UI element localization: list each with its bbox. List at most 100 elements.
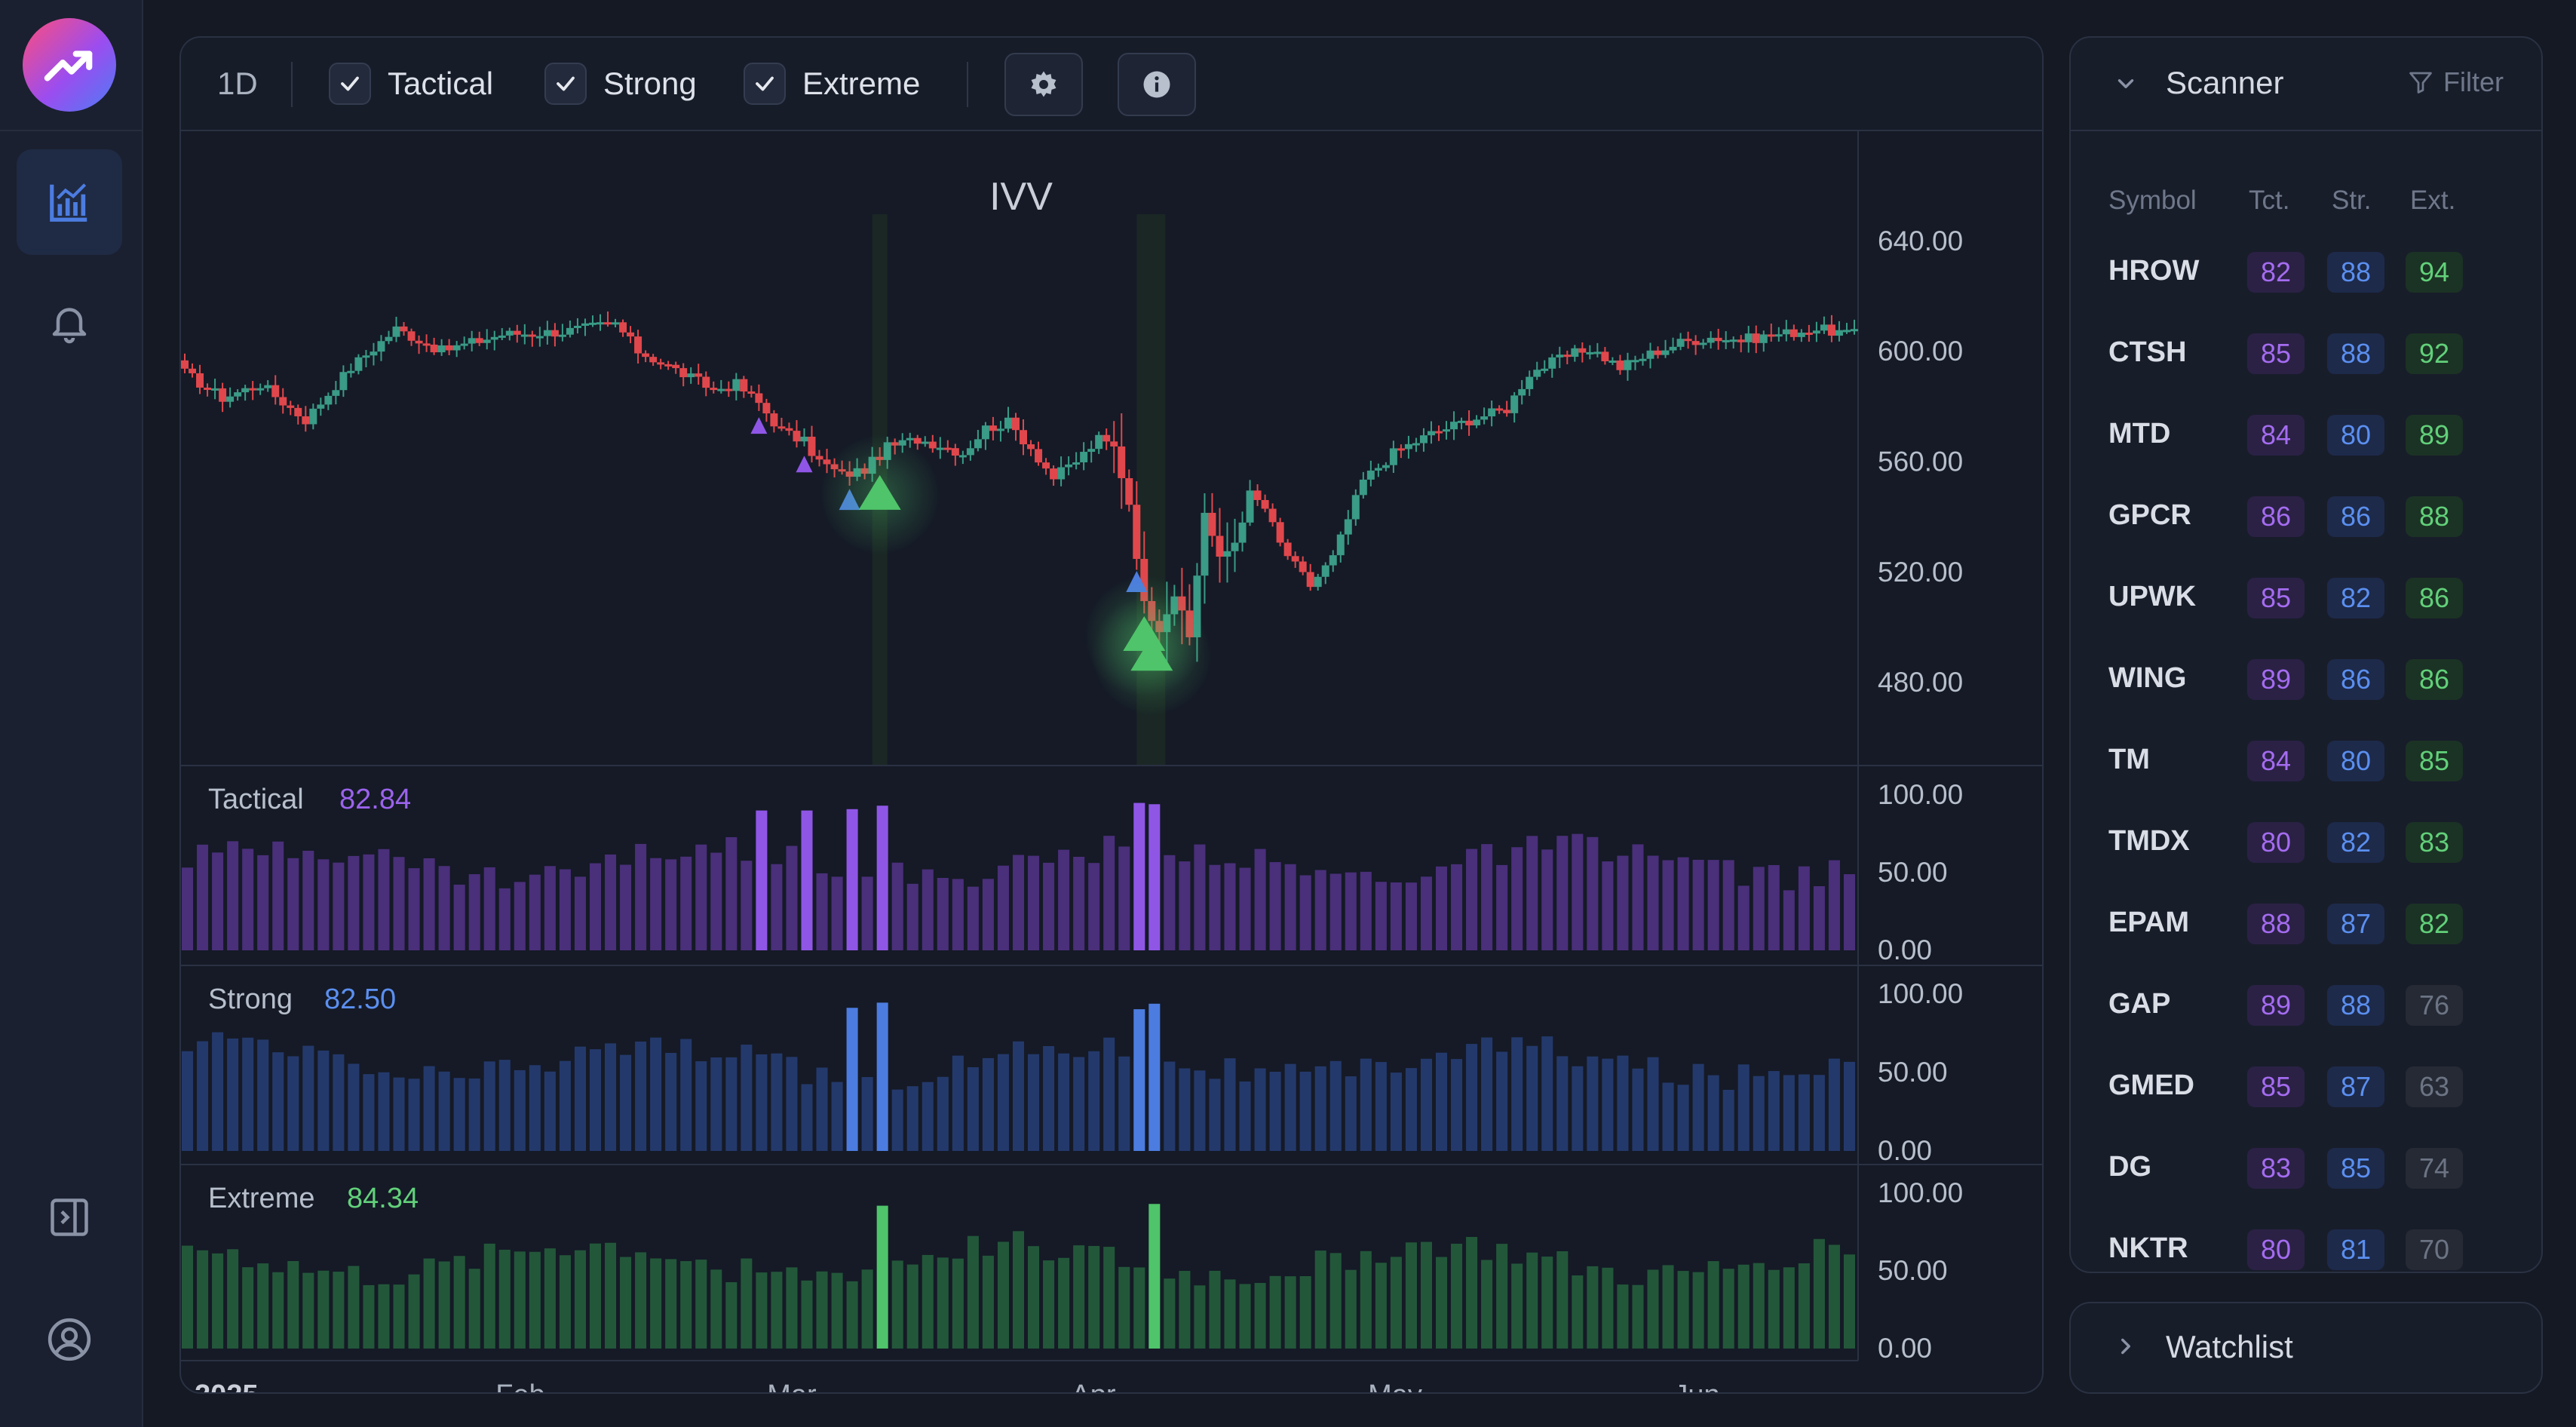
candle xyxy=(287,400,295,416)
indicator-bar xyxy=(1329,873,1342,950)
indicator-bar xyxy=(197,1041,209,1151)
candle xyxy=(1223,522,1231,583)
info-button[interactable] xyxy=(1118,53,1196,116)
scanner-header[interactable]: Scanner Filter xyxy=(2071,38,2541,131)
indicator-bar xyxy=(997,865,1009,950)
indicator-bar xyxy=(1284,1063,1296,1151)
chart-title: IVV xyxy=(989,175,1053,219)
indicator-bar xyxy=(1556,1056,1569,1151)
price-chart[interactable]: IVV 640.00 600.00 560.00 520.00 480.00 100.0… xyxy=(181,131,2042,1392)
watchlist-panel[interactable]: Watchlist xyxy=(2069,1302,2543,1394)
indicator-bar xyxy=(846,1008,858,1151)
filter-button[interactable]: Filter xyxy=(2407,66,2504,98)
indicator-bar xyxy=(1602,1058,1614,1151)
indicator-bar xyxy=(363,1074,375,1151)
indicator-bar xyxy=(665,1052,677,1151)
price-tick-label: 560.00 xyxy=(1878,447,1963,477)
indicator-bar xyxy=(1435,1052,1448,1151)
indicator-bar xyxy=(1753,1076,1765,1151)
checkbox-strong[interactable] xyxy=(544,63,587,105)
indicator-bar xyxy=(574,876,586,950)
scanner-row[interactable]: EPAM 88 87 82 xyxy=(2071,887,2541,968)
tactical-signal-marker[interactable] xyxy=(796,456,813,473)
indicator-bar xyxy=(1269,862,1281,950)
candle xyxy=(1729,336,1737,349)
indicator-bar xyxy=(1798,1074,1810,1151)
candle xyxy=(619,319,627,337)
indicator-bar xyxy=(695,844,707,950)
candle xyxy=(612,318,620,327)
scanner-row[interactable]: HROW 82 88 94 xyxy=(2071,235,2541,317)
candle xyxy=(1382,462,1390,471)
scanner-row[interactable]: UPWK 85 82 86 xyxy=(2071,561,2541,643)
candle xyxy=(710,381,718,394)
indicator-bar xyxy=(182,1051,194,1151)
col-header-tactical[interactable]: Tct. xyxy=(2249,186,2290,215)
price-tick-label: 600.00 xyxy=(1878,336,1963,367)
toggle-extreme[interactable]: Extreme xyxy=(744,38,920,130)
indicator-bar xyxy=(906,883,918,950)
nav-alerts-button[interactable] xyxy=(17,270,122,376)
nav-charts-button[interactable] xyxy=(17,149,122,255)
candle xyxy=(1238,511,1247,552)
checkbox-extreme[interactable] xyxy=(744,63,786,105)
scanner-row[interactable]: CTSH 85 88 92 xyxy=(2071,317,2541,398)
indicator-bar xyxy=(1526,1252,1538,1349)
scanner-row[interactable]: GMED 85 87 63 xyxy=(2071,1050,2541,1131)
tactical-score-badge: 80 xyxy=(2247,822,2305,863)
toggle-panel-button[interactable] xyxy=(17,1165,122,1270)
extreme-signal-marker[interactable] xyxy=(1130,636,1173,671)
indicator-tick-label: 0.00 xyxy=(1878,934,1932,965)
candle xyxy=(249,381,257,400)
scanner-row[interactable]: TM 84 80 85 xyxy=(2071,724,2541,806)
candle xyxy=(1253,484,1262,506)
scanner-row[interactable]: WING 89 86 86 xyxy=(2071,643,2541,724)
settings-button[interactable] xyxy=(1004,53,1083,116)
indicator-bar xyxy=(1194,1285,1206,1349)
indicator-bar xyxy=(589,1243,602,1349)
candle xyxy=(1669,337,1677,354)
tactical-score-badge: 85 xyxy=(2247,578,2305,618)
indicator-bar xyxy=(1345,1269,1357,1349)
strong-score-badge: 81 xyxy=(2327,1229,2384,1270)
timeframe-selector[interactable]: 1D xyxy=(217,38,258,130)
candle xyxy=(1548,354,1556,378)
tactical-signal-marker[interactable] xyxy=(750,417,768,434)
extreme-signal-marker[interactable] xyxy=(858,474,901,510)
indicator-bar xyxy=(363,854,375,950)
col-header-strong[interactable]: Str. xyxy=(2332,186,2372,215)
price-tick-label: 640.00 xyxy=(1878,226,1963,256)
candle xyxy=(770,410,778,433)
scanner-row[interactable]: MTD 84 80 89 xyxy=(2071,398,2541,480)
col-header-symbol[interactable]: Symbol xyxy=(2108,186,2197,215)
indicator-bar xyxy=(498,888,511,950)
chevron-right-icon[interactable] xyxy=(2113,1333,2139,1359)
candle xyxy=(1458,417,1466,430)
app-logo[interactable] xyxy=(23,18,116,112)
scanner-row[interactable]: TMDX 80 82 83 xyxy=(2071,806,2541,887)
candle xyxy=(422,334,431,352)
col-header-extreme[interactable]: Ext. xyxy=(2410,186,2456,215)
candle xyxy=(309,404,317,430)
candle xyxy=(649,354,658,367)
candle xyxy=(604,311,612,327)
scanner-row[interactable]: GPCR 86 86 88 xyxy=(2071,480,2541,561)
account-button[interactable] xyxy=(17,1287,122,1392)
indicator-bar xyxy=(1692,1272,1704,1349)
checkbox-tactical[interactable] xyxy=(329,63,371,105)
toggle-strong[interactable]: Strong xyxy=(544,38,697,130)
indicator-bar xyxy=(272,1052,284,1151)
chevron-down-icon[interactable] xyxy=(2113,71,2139,97)
candle xyxy=(1374,463,1382,477)
candle xyxy=(1102,428,1111,450)
scanner-row[interactable]: GAP 89 88 76 xyxy=(2071,968,2541,1050)
candle xyxy=(490,330,498,351)
bell-icon xyxy=(52,308,87,344)
toggle-tactical[interactable]: Tactical xyxy=(329,38,493,130)
indicator-tick-label: 50.00 xyxy=(1878,857,1948,888)
scanner-row[interactable]: DG 83 85 74 xyxy=(2071,1131,2541,1213)
scanner-symbol: MTD xyxy=(2108,418,2171,450)
indicator-bar xyxy=(831,1272,843,1349)
extreme-score-badge: 74 xyxy=(2406,1148,2463,1189)
scanner-row[interactable]: NKTR 80 81 70 xyxy=(2071,1213,2541,1272)
